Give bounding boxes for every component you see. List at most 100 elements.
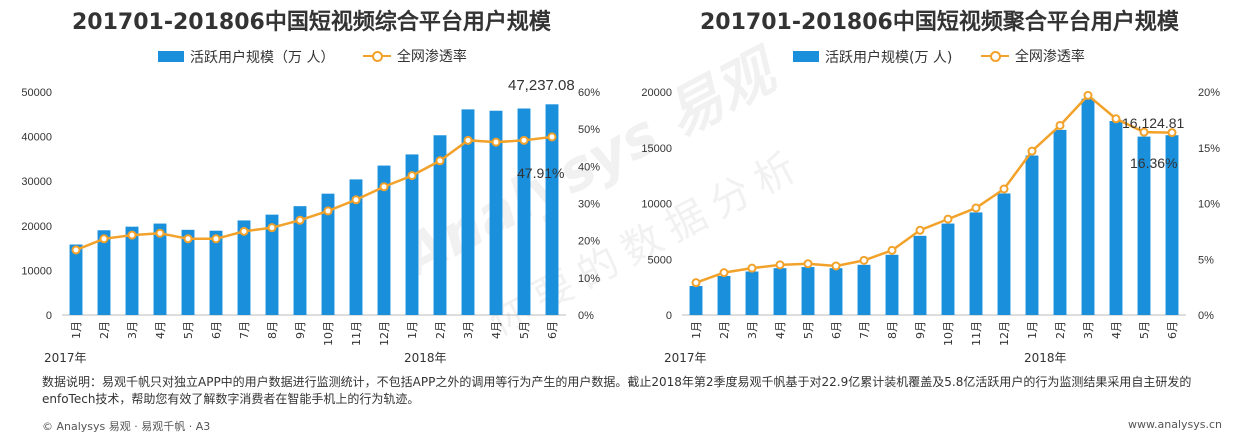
line-point — [691, 278, 701, 288]
left-axis-tick-label: 30000 — [21, 176, 52, 188]
line-point — [323, 206, 333, 216]
bar — [545, 104, 559, 315]
bar — [293, 206, 307, 315]
line-point — [155, 228, 165, 238]
bar — [1137, 136, 1151, 315]
line-point — [859, 255, 869, 265]
line-point — [775, 260, 785, 270]
bar — [1109, 120, 1123, 316]
line-point — [971, 203, 981, 213]
line-point — [99, 234, 109, 244]
bar — [517, 108, 531, 315]
left-axis-tick-label: 0 — [666, 310, 672, 322]
legend-swatch-bar — [158, 51, 184, 62]
x-axis-tick-label: 2月 — [1054, 321, 1067, 339]
year-label-2018: 2018年 — [1024, 351, 1067, 365]
line-point — [887, 245, 897, 255]
bar — [689, 286, 703, 315]
x-axis-tick-label: 4月 — [154, 321, 167, 339]
right-axis-tick-label: 20% — [1198, 87, 1220, 99]
x-axis-tick-label: 3月 — [462, 321, 475, 339]
bar — [941, 223, 955, 315]
x-axis-tick-label: 1月 — [690, 321, 703, 339]
bar — [969, 212, 983, 315]
line-point — [351, 195, 361, 205]
right-axis-tick-label: 0% — [578, 310, 594, 322]
year-label-2017: 2017年 — [44, 351, 87, 365]
x-axis-tick-label: 4月 — [490, 321, 503, 339]
x-axis-tick-label: 10月 — [942, 321, 955, 346]
line-point — [295, 215, 305, 225]
x-axis-tick-label: 5月 — [1138, 321, 1151, 339]
bar — [1053, 129, 1067, 315]
bar — [857, 264, 871, 315]
right-axis-tick-label: 5% — [1198, 254, 1214, 266]
x-axis-tick-label: 3月 — [1082, 321, 1095, 339]
data-footnote: 数据说明：易观千帆只对独立APP中的用户数据进行监测统计，不包括APP之外的调用… — [42, 375, 1192, 406]
line-point — [803, 259, 813, 269]
x-axis-tick-label: 11月 — [350, 321, 363, 346]
bar — [489, 110, 503, 316]
left-axis-tick-label: 15000 — [641, 143, 672, 155]
line-point — [1027, 146, 1037, 156]
line-point — [1055, 120, 1065, 130]
x-axis-tick-label: 4月 — [774, 321, 787, 339]
line-point — [1167, 128, 1177, 138]
bar — [153, 223, 167, 315]
right-axis-tick-label: 40% — [578, 161, 600, 173]
bar-value-annotation: 47,237.08 — [508, 77, 575, 94]
right-axis-tick-label: 50% — [578, 124, 600, 136]
x-axis-tick-label: 12月 — [378, 321, 391, 346]
chart-left: 0 10000 20000 30000 40000 50000 0% 10% 20% 30% 40%… — [21, 77, 600, 365]
line-point — [547, 132, 557, 142]
line-point — [915, 225, 925, 235]
left-axis-tick-label: 50000 — [21, 87, 52, 99]
line-point — [379, 182, 389, 192]
line-value-annotation: 47.91% — [517, 165, 564, 181]
legend-label-line: 全网渗透率 — [1014, 49, 1085, 65]
footer-copyright: © Analysys 易观 · 易观千帆 · A3 — [42, 420, 211, 433]
x-axis-tick-label: 5月 — [802, 321, 815, 339]
bar — [377, 165, 391, 315]
line-point — [71, 245, 81, 255]
line-point — [747, 263, 757, 273]
year-label-2018: 2018年 — [404, 351, 447, 365]
line-point — [1139, 127, 1149, 137]
x-axis-tick-label: 1月 — [1026, 321, 1039, 339]
right-axis-tick-label: 10% — [1198, 199, 1220, 211]
penetration-line — [695, 93, 1173, 284]
x-axis-tick-label: 10月 — [322, 321, 335, 346]
bar — [913, 235, 927, 315]
legend-item-bar: 活跃用户规模(万 人) — [793, 47, 952, 67]
penetration-line — [75, 135, 553, 252]
bar — [773, 268, 787, 315]
x-axis-tick-label: 12月 — [998, 321, 1011, 346]
line-point — [211, 234, 221, 244]
bar — [997, 193, 1011, 315]
bar — [405, 154, 419, 315]
line-point — [943, 214, 953, 224]
x-axis-tick-label: 6月 — [830, 321, 843, 339]
bar — [1081, 98, 1095, 315]
left-axis-tick-label: 10000 — [641, 199, 672, 211]
x-axis-tick-label: 2月 — [98, 321, 111, 339]
line-point — [491, 137, 501, 147]
legend-right: 活跃用户规模(万 人) 全网渗透率 — [793, 46, 1109, 67]
bar — [885, 254, 899, 315]
right-axis-tick-label: 0% — [1198, 310, 1214, 322]
x-axis-tick-label: 6月 — [210, 321, 223, 339]
x-axis-tick-label: 11月 — [970, 321, 983, 346]
line-point — [719, 268, 729, 278]
legend-swatch-bar — [793, 51, 819, 62]
x-axis-tick-label: 1月 — [406, 321, 419, 339]
line-point — [239, 226, 249, 236]
bar — [181, 229, 195, 315]
line-point — [1083, 90, 1093, 100]
x-axis-tick-label: 9月 — [914, 321, 927, 339]
legend-item-line: 全网渗透率 — [980, 46, 1085, 66]
line-point — [407, 171, 417, 181]
x-axis-tick-label: 7月 — [858, 321, 871, 339]
x-axis-tick-label: 6月 — [1166, 321, 1179, 339]
legend-swatch-line — [980, 50, 1009, 62]
right-axis-tick-label: 60% — [578, 87, 600, 99]
